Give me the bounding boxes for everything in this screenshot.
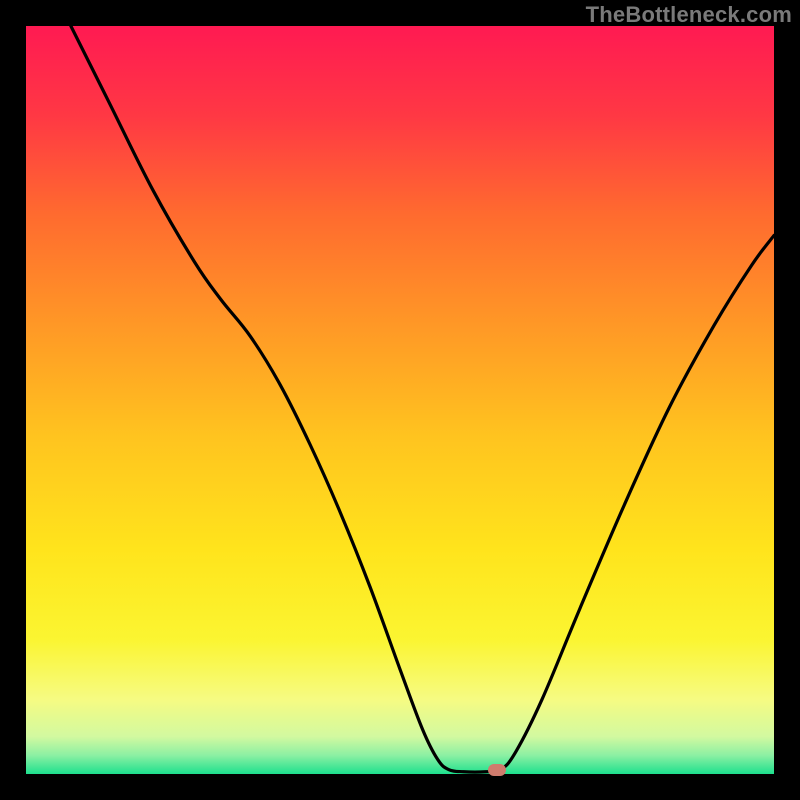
plot-area — [26, 26, 774, 774]
chart-frame: TheBottleneck.com — [0, 0, 800, 800]
watermark-text: TheBottleneck.com — [586, 2, 792, 28]
background-gradient — [26, 26, 774, 774]
optimal-marker — [488, 764, 506, 776]
